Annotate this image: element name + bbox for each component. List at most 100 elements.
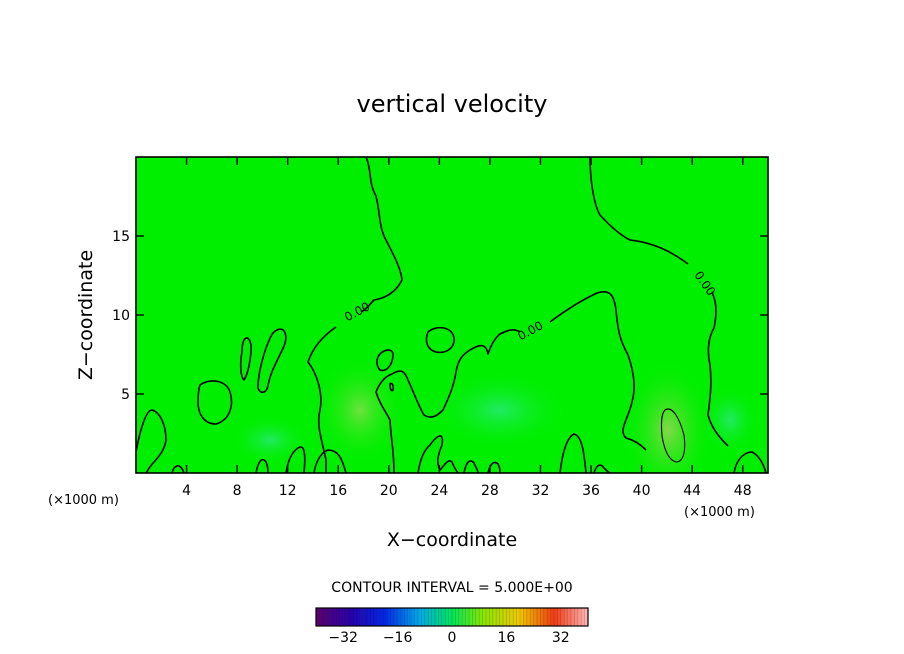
colorbar-segment <box>441 608 446 626</box>
x-tick-label: 36 <box>582 483 600 499</box>
colorbar-segment <box>445 608 449 626</box>
contour-line-closed <box>376 349 394 372</box>
colorbar-segment <box>516 608 521 626</box>
x-unit-label-right: (×1000 m) <box>684 505 755 520</box>
colorbar-segment <box>554 608 558 626</box>
colorbar-segment <box>462 608 466 626</box>
colorbar-segment <box>533 608 538 626</box>
colorbar-segment <box>499 608 504 626</box>
colorbar-segment <box>537 608 541 626</box>
colorbar-segment <box>486 608 490 626</box>
colorbar-segment <box>523 608 527 626</box>
colorbar-tick-label: −16 <box>383 630 413 646</box>
contour-lines <box>136 157 767 473</box>
y-axis: 5 10 15 <box>112 229 768 403</box>
contour-line-bottom <box>255 458 269 473</box>
colorbar-segment <box>557 608 561 626</box>
contour-line-bottom <box>463 460 479 473</box>
x-tick-label: 40 <box>633 483 651 499</box>
colorbar-segment <box>373 608 378 626</box>
colorbar-segment <box>472 608 476 626</box>
colorbar-segment <box>397 608 402 626</box>
contour-line-bottom <box>285 446 306 473</box>
y-axis-label: Z−coordinate <box>75 250 97 380</box>
colorbar-tick-label: 16 <box>497 630 515 646</box>
colorbar-segment <box>326 608 330 626</box>
contour-interval-label: CONTOUR INTERVAL = 5.000E+00 <box>331 580 572 596</box>
colorbar-segment <box>435 608 439 626</box>
colorbar-segment <box>339 608 344 626</box>
colorbar-segment <box>496 608 500 626</box>
x-axis-label: X−coordinate <box>387 529 517 551</box>
x-tick-label: 4 <box>182 483 191 499</box>
colorbar-tick-label: 0 <box>448 630 457 646</box>
x-tick-label: 16 <box>329 483 347 499</box>
colorbar-segment <box>547 608 551 626</box>
colorbar-segment <box>421 608 425 626</box>
colorbar-segment <box>438 608 442 626</box>
contour-line-bottom <box>593 464 611 473</box>
x-tick-label: 44 <box>683 483 701 499</box>
colorbar-segment <box>543 608 548 626</box>
contour-line-main <box>549 291 647 451</box>
colorbar-segment <box>380 608 385 626</box>
colorbar-segment <box>475 608 480 626</box>
colorbar-segment <box>424 608 429 626</box>
colorbar-segment <box>363 608 368 626</box>
colorbar-segment <box>394 608 398 626</box>
colorbar-segment <box>448 608 453 626</box>
contour-line-closed <box>389 382 395 392</box>
colorbar-segment <box>509 608 514 626</box>
field-blob-cool <box>430 370 570 450</box>
colorbar-segment <box>489 608 493 626</box>
colorbar-segment <box>353 608 357 626</box>
x-axis: 4 8 12 16 20 24 28 32 36 40 44 48 <box>182 157 752 499</box>
x-tick-label: 12 <box>279 483 297 499</box>
colorbar-segment <box>452 608 456 626</box>
colorbar-segment <box>482 608 487 626</box>
contour-line-bottom <box>313 449 347 473</box>
contour-line-main <box>360 157 403 313</box>
field-blob-warm <box>315 355 405 465</box>
colorbar-segment <box>401 608 405 626</box>
colorbar-segment <box>503 608 507 626</box>
contour-line-main <box>707 291 729 447</box>
colorbar-segment <box>377 608 381 626</box>
colorbar-segment <box>574 608 578 626</box>
colorbar-tick-label: −32 <box>328 630 358 646</box>
colorbar-segment <box>571 608 575 626</box>
contour-line-bottom <box>733 451 767 473</box>
contour-line-bottom <box>417 435 459 473</box>
y-tick-label: 10 <box>112 308 130 324</box>
x-tick-label: 32 <box>532 483 550 499</box>
colorbar-segment <box>560 608 565 626</box>
field-blob-cool <box>700 385 760 455</box>
colorbar-segment <box>550 608 555 626</box>
colorbar-segment <box>530 608 534 626</box>
colorbar-segment <box>428 608 432 626</box>
x-tick-label: 8 <box>233 483 242 499</box>
colorbar-segment <box>407 608 412 626</box>
x-unit-label-left: (×1000 m) <box>48 493 119 508</box>
colorbar-segment <box>329 608 334 626</box>
colorbar-segment <box>469 608 473 626</box>
contour-line-main <box>307 326 337 473</box>
x-tick-label: 24 <box>430 483 448 499</box>
colorbar-segment <box>384 608 388 626</box>
colorbar-segment <box>506 608 510 626</box>
colorbar-segment <box>411 608 415 626</box>
colorbar-segment <box>367 608 371 626</box>
chart-title: vertical velocity <box>357 90 548 118</box>
colorbar-segment <box>360 608 364 626</box>
colorbar-segment <box>577 608 582 626</box>
colorbar-frame <box>315 607 589 627</box>
colorbar-segment <box>387 608 391 626</box>
contour-line-closed <box>660 408 686 463</box>
field-shading <box>230 355 760 473</box>
x-tick-label: 28 <box>481 483 499 499</box>
colorbar-segment <box>564 608 568 626</box>
colorbar-segment <box>356 608 361 626</box>
colorbar-segment <box>520 608 524 626</box>
contour-line-closed <box>197 380 233 425</box>
